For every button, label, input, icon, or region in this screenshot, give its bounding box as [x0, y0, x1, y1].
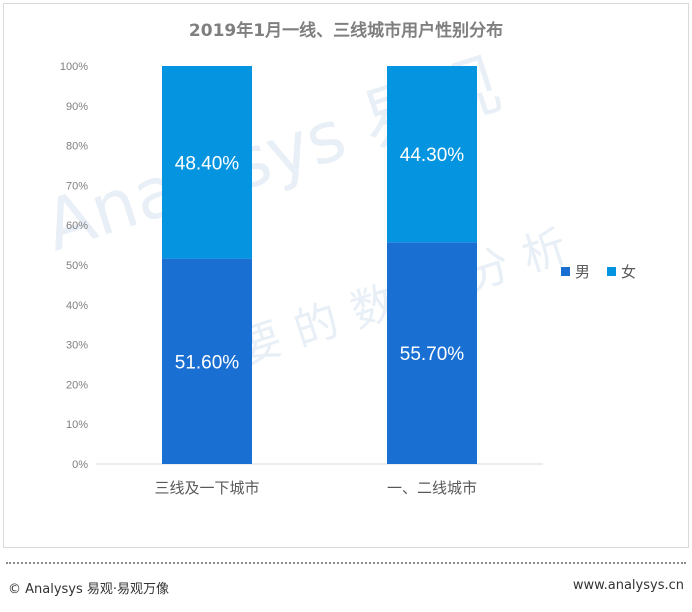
stacked-bar-chart: 2019年1月一线、三线城市用户性别分布 0% 10% 20% 30% 40% 50% 60…: [60, 20, 636, 497]
x-tick-label: 一、二线城市: [387, 479, 477, 497]
footer-copyright: © Analysys 易观·易观万像: [8, 582, 170, 597]
y-tick-label: 100%: [60, 61, 88, 73]
legend-swatch: [607, 267, 616, 276]
bar-data-label: 48.40%: [175, 153, 240, 174]
bar-data-label: 44.30%: [400, 145, 465, 166]
x-tick-label: 三线及一下城市: [154, 479, 259, 497]
bar-data-label: 51.60%: [175, 352, 240, 373]
y-tick-label: 50%: [66, 260, 88, 272]
legend-label: 女: [621, 263, 636, 281]
chart-frame: [3, 3, 689, 548]
bar-segment: [387, 242, 477, 464]
y-tick-label: 60%: [66, 220, 88, 232]
legend-swatch: [561, 267, 570, 276]
bar-segment: [162, 66, 252, 259]
chart-title: 2019年1月一线、三线城市用户性别分布: [189, 20, 503, 41]
footer-divider: [6, 562, 686, 564]
bar-segment: [387, 66, 477, 243]
y-tick-label: 40%: [66, 300, 88, 312]
legend: 男女: [561, 263, 636, 281]
y-tick-label: 80%: [66, 141, 88, 153]
footer-website: www.analysys.cn: [572, 578, 684, 593]
y-tick-label: 70%: [66, 180, 88, 192]
bar-data-label: 55.70%: [400, 344, 465, 365]
y-tick-label: 20%: [66, 379, 88, 391]
bar-segment: [162, 258, 252, 464]
y-tick-label: 90%: [66, 101, 88, 113]
x-axis: 三线及一下城市 一、二线城市: [154, 479, 477, 497]
bars: 51.60% 48.40% 55.70% 44.30%: [162, 66, 477, 464]
y-tick-label: 10%: [66, 419, 88, 431]
y-axis: 0% 10% 20% 30% 40% 50% 60% 70% 80% 90% 100%: [60, 61, 88, 471]
y-tick-label: 30%: [66, 340, 88, 352]
y-tick-label: 0%: [72, 459, 88, 471]
legend-label: 男: [575, 263, 590, 281]
